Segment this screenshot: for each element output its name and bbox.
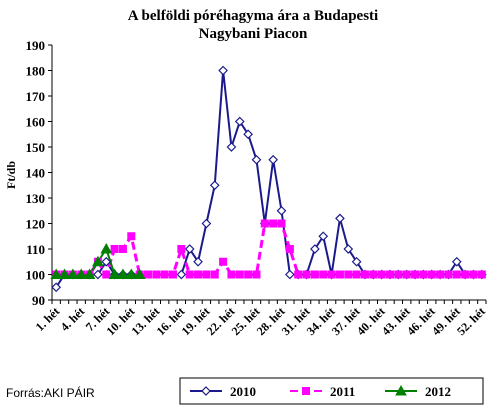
y-tick-label: 150: [26, 140, 46, 155]
y-tick-label: 140: [26, 166, 46, 181]
data-point-2011: [336, 271, 343, 278]
data-point-2010: [269, 156, 277, 164]
legend: 2010 2011 2012: [180, 378, 483, 404]
y-tick-label: 100: [26, 268, 46, 283]
data-point-2011: [311, 271, 318, 278]
y-tick-label: 130: [26, 191, 46, 206]
data-point-2011: [153, 271, 160, 278]
data-point-2011: [245, 271, 252, 278]
data-point-2011: [203, 271, 210, 278]
data-point-2011: [295, 271, 302, 278]
data-point-2011: [387, 271, 394, 278]
legend-label-2010: 2010: [230, 384, 256, 399]
y-tick-label: 180: [26, 64, 46, 79]
data-point-2011: [220, 258, 227, 265]
data-point-2010: [278, 207, 286, 215]
legend-marker-2011: [303, 388, 310, 395]
data-point-2011: [478, 271, 485, 278]
y-tick-label: 120: [26, 217, 46, 232]
data-point-2011: [462, 271, 469, 278]
data-point-2010: [286, 271, 294, 279]
data-point-2011: [437, 271, 444, 278]
y-tick-label: 90: [32, 293, 45, 308]
data-point-2011: [428, 271, 435, 278]
data-point-2010: [219, 67, 227, 75]
y-tick-label: 170: [26, 89, 46, 104]
data-point-2011: [195, 271, 202, 278]
data-point-2011: [286, 246, 293, 253]
data-point-2011: [412, 271, 419, 278]
legend-label-2012: 2012: [425, 384, 451, 399]
plot-area: 90 100 110 120 130 140 150 160 170 180 190 1. hét4.…: [26, 38, 488, 338]
data-point-2011: [161, 271, 168, 278]
chart-title-line-2: Nagybani Piacon: [199, 26, 308, 42]
data-point-2011: [328, 271, 335, 278]
data-point-2011: [378, 271, 385, 278]
data-point-2011: [453, 271, 460, 278]
legend-label-2011: 2011: [330, 384, 355, 399]
data-point-2011: [228, 271, 235, 278]
data-point-2011: [345, 271, 352, 278]
data-point-2011: [403, 271, 410, 278]
y-tick-label: 110: [26, 242, 45, 257]
data-point-2011: [320, 271, 327, 278]
x-tick-label: 52. hét: [454, 304, 488, 338]
data-point-2011: [420, 271, 427, 278]
data-point-2011: [361, 271, 368, 278]
data-point-2011: [178, 246, 185, 253]
data-point-2011: [253, 271, 260, 278]
data-point-2011: [119, 246, 126, 253]
data-point-2011: [236, 271, 243, 278]
data-point-2010: [227, 143, 235, 151]
data-point-2011: [470, 271, 477, 278]
data-point-2010: [336, 214, 344, 222]
data-point-2011: [278, 220, 285, 227]
data-point-2011: [303, 271, 310, 278]
x-tick-label: 4. hét: [58, 304, 88, 334]
data-point-2010: [202, 220, 210, 228]
data-point-2011: [186, 271, 193, 278]
data-point-2012: [101, 244, 111, 253]
source-note: Forrás:AKI PÁIR: [6, 385, 95, 400]
data-point-2011: [211, 271, 218, 278]
series-line-2010: [181, 71, 481, 275]
data-point-2011: [128, 233, 135, 240]
data-point-2011: [353, 271, 360, 278]
y-axis-label: Ft/db: [4, 161, 18, 189]
y-tick-label: 190: [26, 38, 46, 53]
data-point-2010: [211, 181, 219, 189]
data-point-2010: [252, 156, 260, 164]
data-point-2011: [103, 271, 110, 278]
data-point-2011: [445, 271, 452, 278]
data-point-2011: [261, 220, 268, 227]
data-point-2011: [111, 246, 118, 253]
data-point-2011: [395, 271, 402, 278]
data-point-2010: [177, 271, 185, 279]
data-point-2011: [370, 271, 377, 278]
x-tick-label: 1. hét: [33, 304, 63, 334]
data-point-2011: [270, 220, 277, 227]
data-point-2011: [170, 271, 177, 278]
data-point-2011: [144, 271, 151, 278]
y-tick-label: 160: [26, 115, 46, 130]
chart-title-line-1: A belföldi póréhagyma ára a Budapesti: [128, 8, 378, 24]
